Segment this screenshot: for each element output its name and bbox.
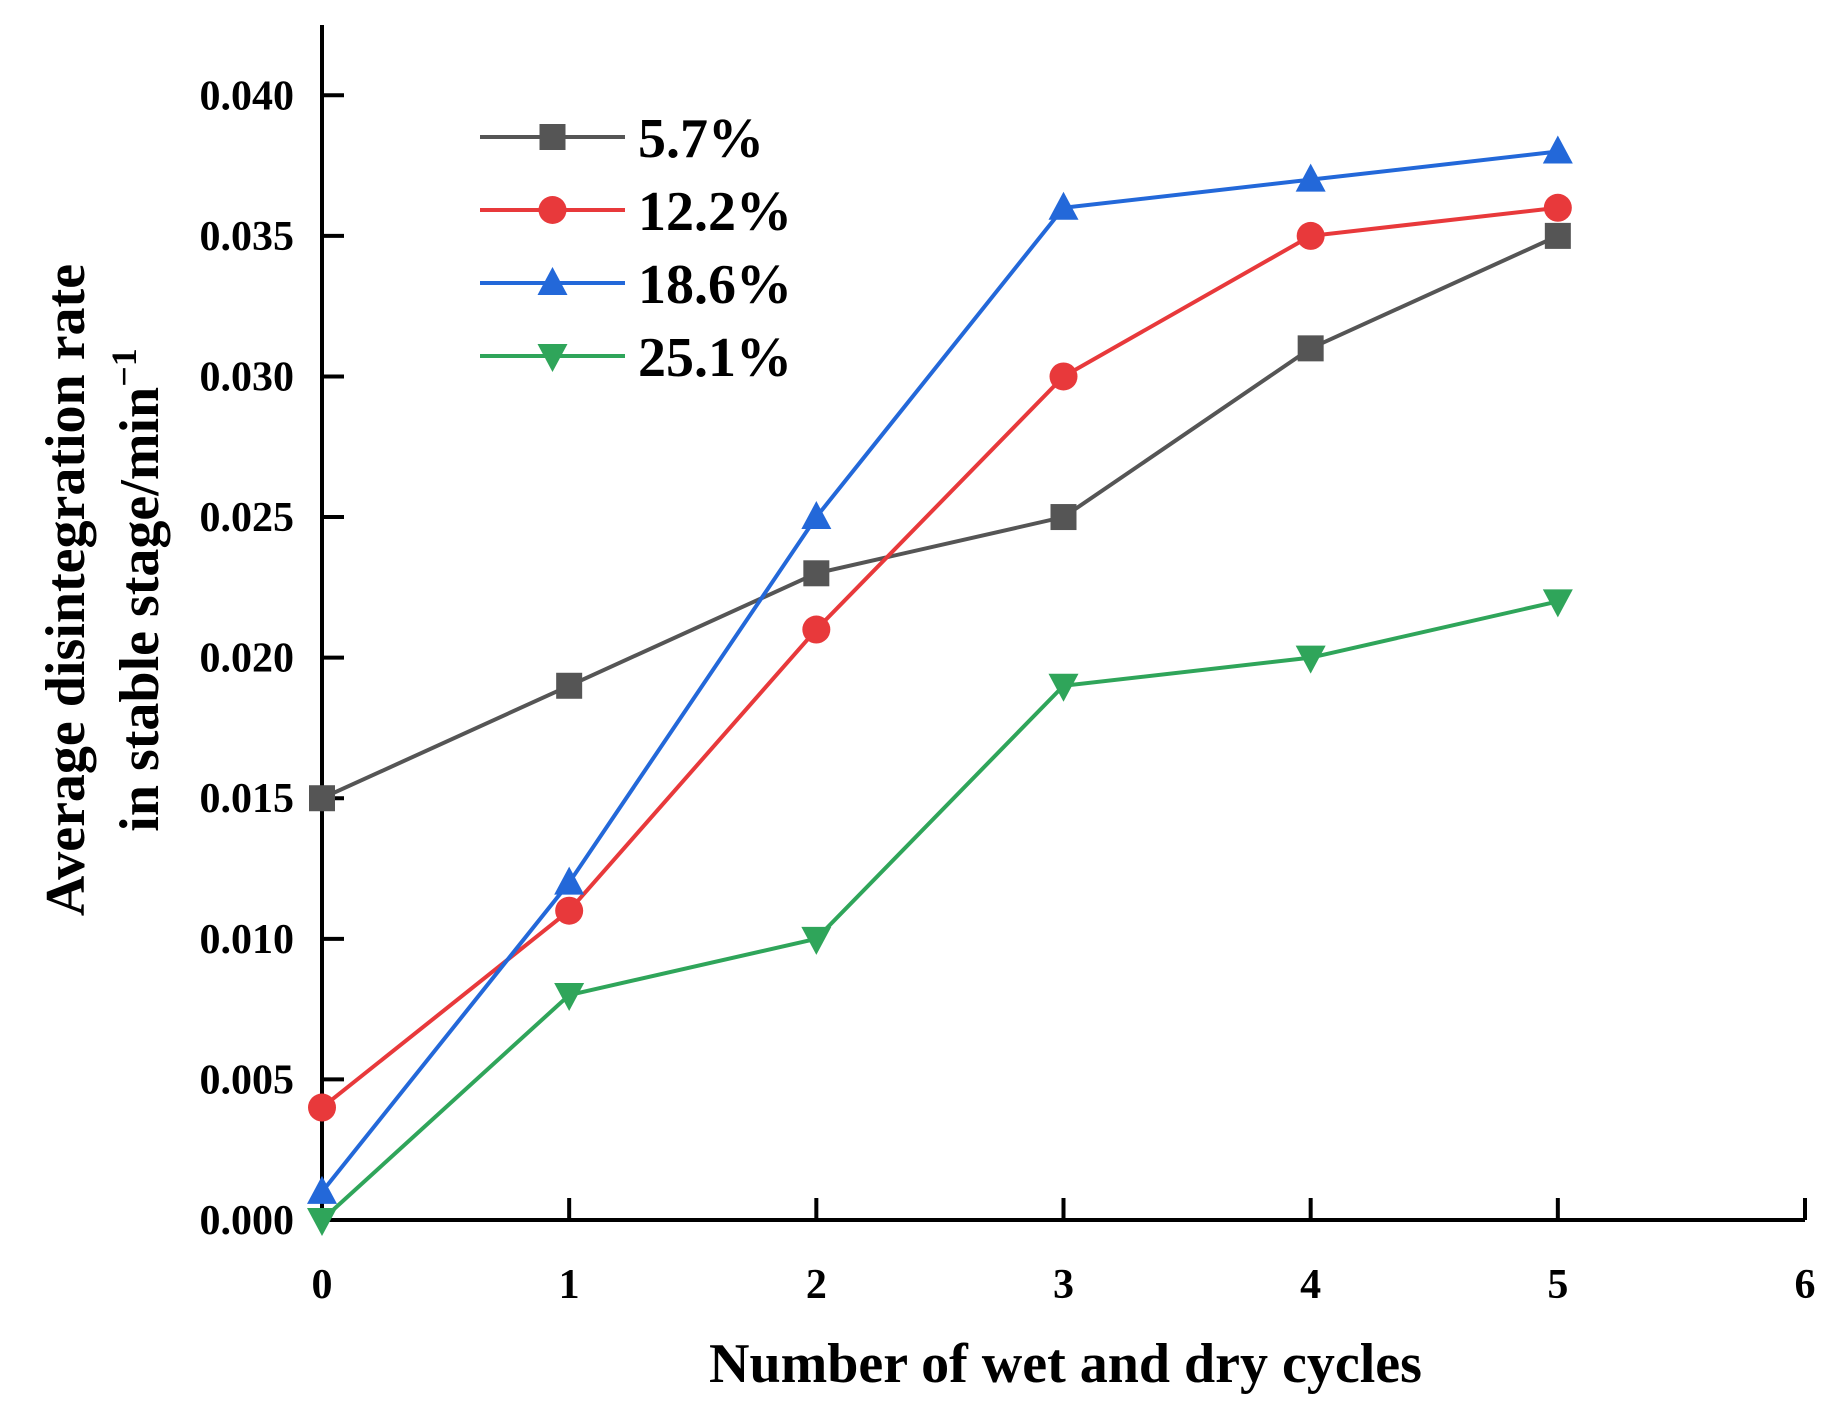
data-point — [1048, 191, 1079, 220]
legend-item: 25.1% — [480, 327, 792, 389]
x-tick-label: 2 — [806, 1262, 827, 1308]
data-point — [803, 560, 830, 587]
y-tick-label: 0.005 — [200, 1057, 295, 1103]
x-axis-title: Number of wet and dry cycles — [709, 1333, 1422, 1395]
series-line — [320, 205, 1559, 1110]
legend-marker — [539, 124, 566, 150]
series-1 — [309, 222, 1571, 812]
x-tick-label: 3 — [1053, 1262, 1074, 1308]
series-line — [321, 234, 1559, 801]
data-point — [1297, 335, 1324, 362]
axis-ticks: 0 1 2 3 4 5 6 0.000 0.005 0.010 0.015 0.020 0.025 0.0… — [200, 73, 1816, 1308]
data-point — [1543, 193, 1572, 222]
data-point — [802, 615, 831, 644]
x-tick-label: 1 — [559, 1262, 580, 1308]
data-point — [801, 926, 832, 955]
data-point — [1542, 589, 1573, 618]
data-point — [309, 785, 335, 812]
data-point — [1295, 163, 1326, 192]
series-line — [320, 599, 1559, 1222]
series-3 — [307, 135, 1573, 1204]
legend-label: 12.2% — [638, 181, 792, 243]
legend-label: 5.7% — [638, 108, 764, 170]
series-line — [320, 149, 1559, 1194]
data-point — [554, 866, 585, 895]
data-point — [1296, 221, 1325, 250]
data-point — [308, 1093, 336, 1122]
legend-marker — [537, 267, 568, 295]
x-tick-label: 0 — [312, 1262, 333, 1308]
data-point — [307, 1208, 337, 1236]
legend-marker — [538, 196, 567, 224]
data-point — [1542, 135, 1573, 164]
y-axis-title-line2-main: in stable stage/min — [109, 387, 171, 832]
x-tick-label: 6 — [1795, 1262, 1816, 1308]
data-point — [307, 1175, 337, 1204]
data-point — [1048, 673, 1079, 702]
y-tick-label: 0.040 — [200, 73, 295, 119]
data-point — [1049, 362, 1078, 391]
x-tick-label: 4 — [1300, 1262, 1321, 1308]
data-point — [554, 983, 585, 1012]
legend: 5.7% 12.2% 18.6% 25.1% — [480, 108, 792, 389]
y-tick-label: 0.025 — [200, 495, 295, 541]
data-point — [801, 501, 832, 530]
series-4 — [307, 589, 1573, 1236]
legend-label: 18.6% — [638, 254, 792, 316]
x-tick-label: 5 — [1547, 1262, 1568, 1308]
y-axis-title-superscript: −1 — [104, 348, 144, 387]
y-tick-label: 0.030 — [200, 354, 295, 400]
data-point — [1295, 645, 1326, 674]
y-axis-title: Average disintegration rate in stable st… — [35, 264, 171, 916]
series-layer — [307, 135, 1573, 1236]
data-point — [1050, 504, 1077, 531]
data-point — [556, 672, 583, 699]
data-point — [555, 896, 584, 925]
y-axis-title-line2: in stable stage/min−1 — [104, 348, 171, 831]
y-tick-label: 0.015 — [200, 776, 295, 822]
legend-item: 5.7% — [480, 108, 764, 170]
legend-label: 25.1% — [638, 327, 792, 389]
legend-item: 12.2% — [480, 181, 792, 243]
y-axis-title-line1: Average disintegration rate — [35, 264, 97, 916]
y-tick-label: 0.010 — [200, 917, 295, 963]
legend-marker — [537, 344, 568, 372]
data-point — [1544, 222, 1571, 249]
series-2 — [308, 193, 1572, 1122]
y-tick-label: 0.020 — [200, 636, 295, 682]
y-tick-label: 0.000 — [200, 1198, 295, 1244]
y-tick-label: 0.035 — [200, 214, 295, 260]
legend-item: 18.6% — [480, 254, 792, 316]
